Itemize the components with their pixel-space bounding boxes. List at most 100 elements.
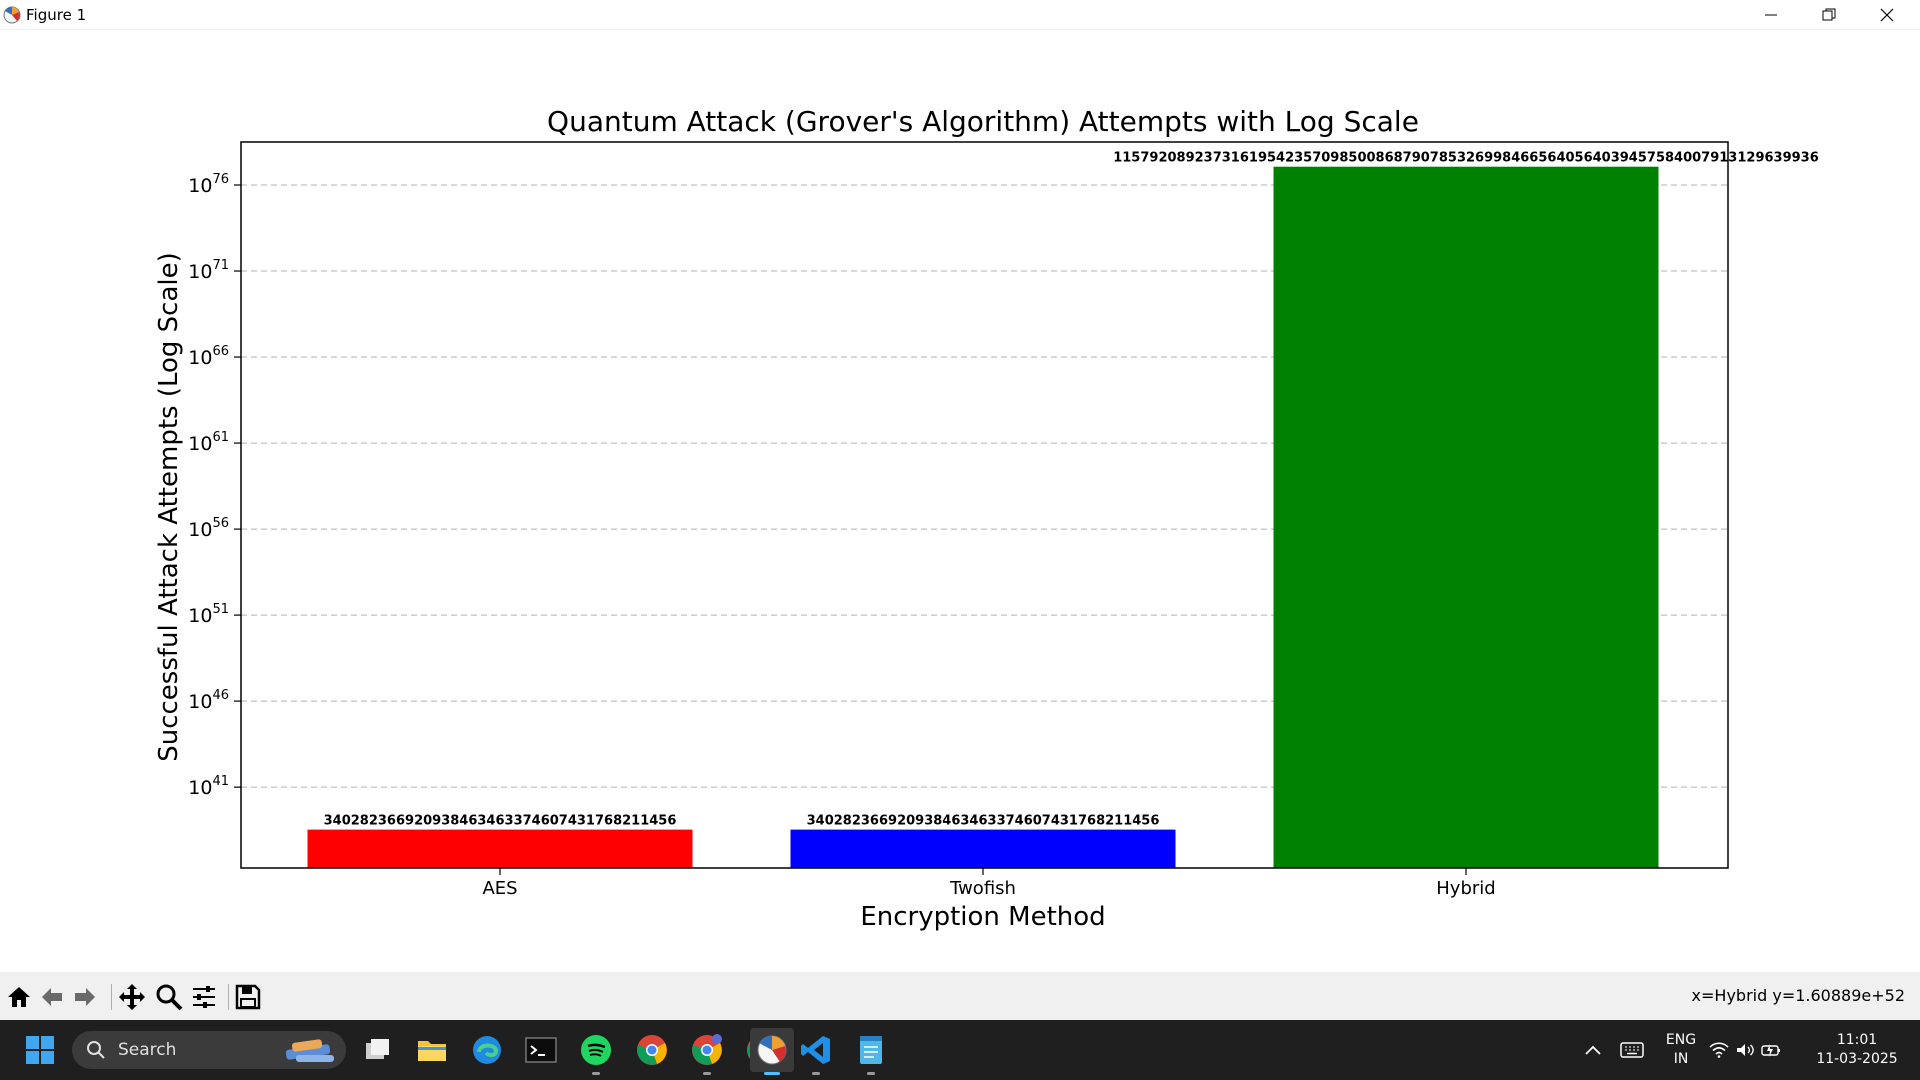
running-indicator [812, 1072, 820, 1075]
save-figure-button[interactable] [233, 982, 263, 1012]
bar-value-label: 340282366920938463463374607431768211456 [324, 814, 677, 829]
clock-date: 11-03-2025 [1816, 1051, 1898, 1067]
wifi-icon [1709, 1042, 1729, 1058]
running-indicator [867, 1072, 875, 1075]
figure-canvas[interactable]: Quantum Attack (Grover's Algorithm) Atte… [0, 30, 1920, 972]
y-tick-label-exponent: 41 [212, 774, 229, 789]
y-tick-label-base: 10 [188, 347, 212, 369]
matplotlib-app-icon [757, 1035, 787, 1065]
pan-button[interactable] [117, 982, 147, 1012]
y-tick-label-base: 10 [188, 175, 212, 197]
folder-icon [418, 1041, 446, 1061]
y-tick-label-exponent: 46 [212, 688, 229, 703]
search-label: Search [118, 1040, 177, 1060]
language-code: ENG [1665, 1032, 1697, 1048]
edge-browser-icon [473, 1036, 501, 1064]
y-tick-label: 1046 [188, 688, 229, 713]
zoom-button[interactable] [154, 982, 184, 1012]
x-tick-label: Hybrid [1436, 878, 1495, 899]
navigation-toolbar: x=Hybrid y=1.60889e+52 [0, 972, 1920, 1020]
y-tick-label: 1056 [188, 516, 229, 541]
y-tick-label-base: 10 [188, 691, 212, 713]
restore-button[interactable] [1800, 0, 1858, 29]
toolbar-separator [228, 984, 229, 1010]
y-tick-label-base: 10 [188, 261, 212, 283]
windows-logo-icon [26, 1036, 54, 1064]
y-tick-label-base: 10 [188, 433, 212, 455]
clock-time: 11:01 [1836, 1032, 1878, 1048]
chrome-icon [637, 1035, 667, 1065]
close-button[interactable] [1858, 0, 1916, 29]
volume-icon [1737, 1044, 1754, 1056]
save-floppy-icon [235, 984, 261, 1010]
y-tick-label-exponent: 71 [212, 258, 229, 273]
y-tick-label-base: 10 [188, 777, 212, 799]
bar-value-label: 1157920892373161954235709850086879078532… [1113, 151, 1819, 166]
y-tick-label-exponent: 61 [212, 430, 229, 445]
forward-arrow-icon [75, 988, 95, 1006]
y-tick-label-base: 10 [188, 605, 212, 627]
battery-charging-icon [1761, 1044, 1780, 1057]
keyboard-region: IN [1673, 1051, 1689, 1067]
bar-hybrid[interactable] [1273, 166, 1659, 868]
taskbar-search-box[interactable]: Search [72, 1031, 346, 1069]
taskbar-edge-browser[interactable] [467, 1030, 507, 1070]
system-clock[interactable]: 11:01 11-03-2025 [1808, 1031, 1906, 1069]
taskbar-file-explorer[interactable] [412, 1030, 452, 1070]
close-icon [1880, 8, 1894, 21]
y-tick-label: 1071 [188, 258, 229, 283]
home-icon [8, 987, 30, 1007]
y-tick-label-exponent: 51 [212, 602, 229, 617]
vscode-icon [801, 1036, 830, 1064]
running-indicator [703, 1072, 711, 1075]
active-indicator [764, 1072, 780, 1075]
minimize-button[interactable] [1742, 0, 1800, 29]
notepad-icon [860, 1036, 882, 1064]
language-indicator[interactable]: ENG IN [1658, 1031, 1704, 1069]
toolbar-separator [111, 984, 112, 1010]
taskbar-chrome-profile-c[interactable] [687, 1030, 727, 1075]
task-view-icon [366, 1039, 389, 1059]
y-tick-label-base: 10 [188, 519, 212, 541]
y-axis-label: Successful Attack Attempts (Log Scale) [154, 252, 184, 762]
spotify-icon [581, 1035, 611, 1065]
taskbar-matplotlib-figure[interactable] [752, 1030, 792, 1075]
show-hidden-icons-button[interactable] [1573, 1030, 1613, 1070]
zoom-magnifier-icon [156, 984, 183, 1011]
forward-button[interactable] [70, 982, 100, 1012]
windows-taskbar: Search [0, 1020, 1920, 1080]
y-tick-label: 1061 [188, 430, 229, 455]
restore-icon [1822, 8, 1836, 20]
start-button[interactable] [20, 1030, 60, 1070]
y-tick-label-exponent: 56 [212, 516, 229, 531]
search-icon [87, 1041, 105, 1059]
x-tick-label: AES [482, 878, 517, 899]
y-tick-label: 1041 [188, 774, 229, 799]
window-title-bar: Figure 1 [0, 0, 1920, 30]
x-tick-label: Twofish [949, 878, 1016, 899]
taskbar-vscode[interactable] [796, 1030, 836, 1075]
y-tick-label-exponent: 66 [212, 344, 229, 359]
keyboard-icon [1620, 1042, 1644, 1058]
chrome-icon [692, 1034, 722, 1065]
back-button[interactable] [37, 982, 67, 1012]
configure-subplots-button[interactable] [189, 982, 219, 1012]
terminal-icon [525, 1037, 557, 1063]
chart: Quantum Attack (Grover's Algorithm) Atte… [154, 105, 1819, 932]
taskbar-spotify[interactable] [576, 1030, 616, 1075]
window-title: Figure 1 [26, 6, 87, 24]
taskbar-notepad[interactable] [851, 1030, 891, 1075]
touch-keyboard-button[interactable] [1612, 1030, 1652, 1070]
y-tick-label-exponent: 76 [212, 172, 229, 187]
taskbar-chrome-profile-v[interactable] [632, 1030, 672, 1070]
x-axis-label: Encryption Method [860, 902, 1105, 932]
quick-settings-button[interactable] [1706, 1030, 1786, 1070]
task-view-button[interactable] [357, 1030, 397, 1070]
y-tick-label: 1066 [188, 344, 229, 369]
cursor-coordinates-readout: x=Hybrid y=1.60889e+52 [1691, 986, 1905, 1005]
taskbar-terminal[interactable] [521, 1030, 561, 1070]
bar-twofish[interactable] [790, 829, 1176, 868]
bar-aes[interactable] [307, 829, 693, 868]
bar-value-label: 340282366920938463463374607431768211456 [807, 814, 1160, 829]
home-button[interactable] [4, 982, 34, 1012]
